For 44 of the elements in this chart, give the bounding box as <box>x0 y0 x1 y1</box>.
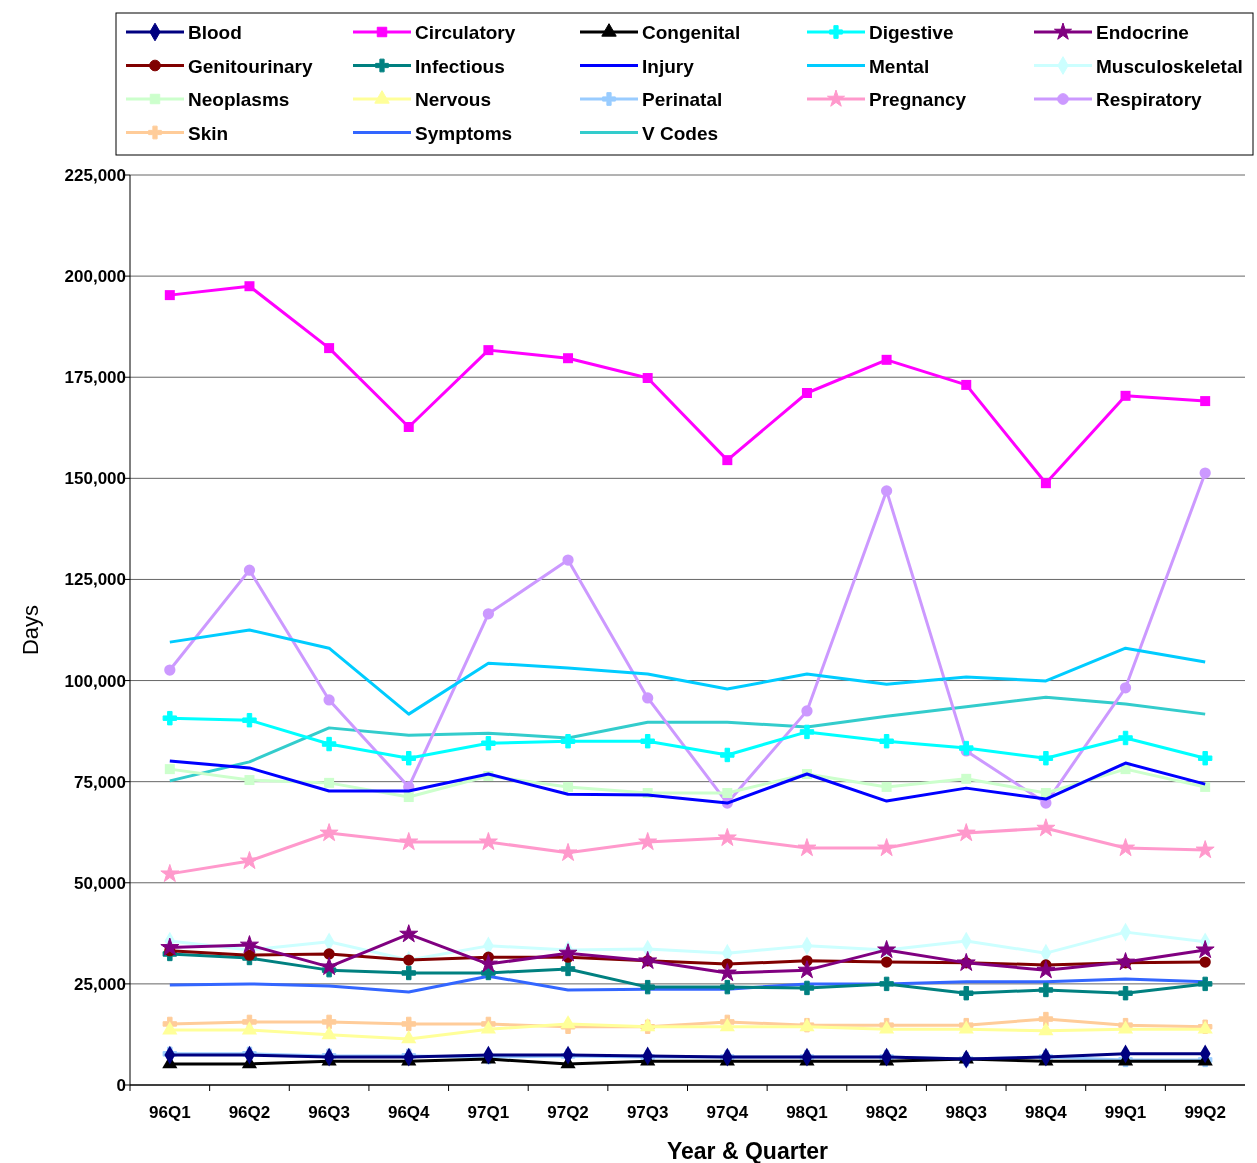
x-tick-label: 97Q2 <box>547 1103 589 1122</box>
x-tick-label: 97Q1 <box>467 1103 510 1122</box>
legend-label: Skin <box>188 122 229 144</box>
x-tick-label: 97Q3 <box>626 1103 669 1122</box>
x-tick-label: 98Q1 <box>786 1103 828 1122</box>
x-tick-label: 99Q1 <box>1104 1103 1147 1122</box>
x-tick-label: 98Q2 <box>865 1103 908 1122</box>
y-tick-label: 225,000 <box>64 166 126 185</box>
legend-label: Perinatal <box>642 89 723 110</box>
y-tick-label: 175,000 <box>64 368 126 388</box>
legend-label: Infectious <box>415 55 505 77</box>
legend-label: V Codes <box>642 122 719 144</box>
x-tick-label: 99Q2 <box>1184 1103 1226 1122</box>
y-tick-label: 50,000 <box>74 873 126 893</box>
legend-label: Nervous <box>415 89 492 110</box>
legend-label: Respiratory <box>1096 89 1203 110</box>
y-tick-label: 150,000 <box>64 469 126 489</box>
legend-label: Symptoms <box>415 122 513 144</box>
x-tick-label: 98Q4 <box>1025 1103 1068 1122</box>
x-tick-label: 96Q2 <box>228 1103 271 1122</box>
y-tick-label: 200,000 <box>64 267 126 287</box>
legend-label: Musculoskeletal <box>1096 55 1243 77</box>
y-tick-label: 75,000 <box>74 772 126 792</box>
x-tick-label: 98Q3 <box>945 1103 988 1122</box>
legend-label: Pregnancy <box>869 89 967 110</box>
x-tick-label: 96Q1 <box>149 1103 191 1122</box>
legend-label: Endocrine <box>1096 22 1189 43</box>
legend-label: Congenital <box>642 22 741 43</box>
legend-label: Circulatory <box>415 22 516 43</box>
y-tick-label: 125,000 <box>64 570 126 590</box>
x-tick-label: 97Q4 <box>706 1103 749 1122</box>
legend-label: Neoplasms <box>188 89 290 110</box>
x-tick-label: 96Q4 <box>387 1103 431 1122</box>
legend-label: Genitourinary <box>188 55 314 77</box>
x-tick-label: 96Q3 <box>308 1103 350 1122</box>
y-axis-title: Days <box>18 604 43 656</box>
legend-label: Blood <box>188 22 242 43</box>
x-axis-title: Year & Quarter <box>666 1138 829 1163</box>
y-tick-label: 100,000 <box>64 671 126 691</box>
y-tick-label: 0 <box>116 1076 126 1095</box>
legend-label: Digestive <box>869 22 954 43</box>
legend-label: Injury <box>642 55 695 77</box>
legend-label: Mental <box>869 55 930 77</box>
y-tick-label: 25,000 <box>74 974 126 994</box>
